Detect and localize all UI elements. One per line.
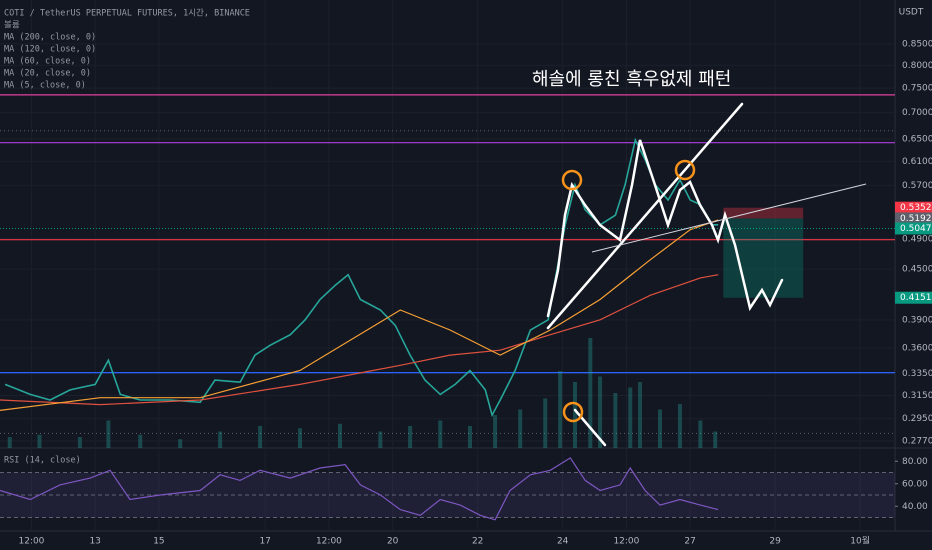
price-label-box	[895, 291, 932, 304]
volume-bar	[677, 404, 682, 448]
chart-title: COTI / TetherUS PERPETUAL FUTURES, 1시간, …	[4, 8, 250, 19]
x-tick-label: 27	[684, 537, 695, 547]
volume-bar	[598, 376, 603, 448]
price-label: 0.53524	[900, 203, 932, 213]
ma-line	[0, 219, 719, 411]
neckline	[591, 183, 867, 253]
legend-entry: MA (5, close, 0)	[4, 81, 86, 91]
y-tick-label: 0.27700	[902, 437, 932, 447]
x-tick-label: 15	[153, 537, 164, 547]
x-tick-label: 12:00	[316, 537, 342, 547]
price-label-box	[895, 212, 932, 225]
x-tick-label: 17	[259, 537, 270, 547]
x-tick-label: 12:00	[613, 537, 639, 547]
rsi-title: RSI (14, close)	[4, 456, 81, 466]
volume-bar	[298, 428, 303, 448]
price-label-box	[895, 201, 932, 214]
legend-entry: MA (20, close, 0)	[4, 69, 91, 79]
rsi-tick-label: 40.00	[902, 502, 928, 512]
volume-bar	[106, 420, 111, 448]
x-tick-label: 24	[557, 537, 569, 547]
x-tick-label: 20	[387, 537, 399, 547]
volume-bar	[337, 423, 342, 448]
volume-bar	[543, 398, 548, 448]
x-tick-label: 10월	[850, 535, 870, 547]
volume-bar	[638, 382, 643, 448]
volume-label: 볼륨	[4, 20, 20, 31]
volume-bar	[698, 420, 703, 448]
x-tick-label: 12:00	[18, 537, 44, 547]
legend-entry: MA (200, close, 0)	[4, 33, 96, 43]
rsi-tick-label: 60.00	[902, 479, 928, 489]
price-axis	[895, 0, 932, 550]
x-tick-label: 13	[89, 537, 100, 547]
price-label: 0.50477	[900, 224, 932, 234]
volume-bar	[218, 431, 223, 448]
price-line	[4, 137, 719, 418]
circle	[561, 169, 583, 191]
currency: USDT	[899, 8, 924, 18]
volume-bar	[572, 382, 577, 448]
x-tick-label: 29	[769, 537, 781, 547]
volume-bar	[77, 437, 82, 448]
stop-zone	[723, 207, 804, 219]
target-zone	[723, 218, 804, 298]
circle	[562, 401, 584, 423]
rsi-tick-label: 80.00	[902, 457, 928, 467]
price-label: 0.51923	[900, 214, 932, 224]
volume-bar	[613, 393, 618, 448]
volume-bar	[518, 409, 523, 448]
x-tick-label: 22	[472, 537, 483, 547]
price-label-box	[895, 222, 932, 235]
volume-bar	[138, 434, 143, 448]
rsi-line	[0, 457, 719, 521]
trend-line	[546, 102, 744, 330]
circle	[674, 159, 696, 181]
volume-bar	[588, 338, 593, 448]
volume-bar	[408, 426, 413, 448]
volume-bar	[438, 420, 443, 448]
annotation: 해솔에 롱친 흑우없제 패턴	[532, 69, 731, 90]
volume-bar	[258, 426, 263, 448]
legend-entry: MA (60, close, 0)	[4, 57, 91, 67]
volume-bar	[468, 426, 473, 448]
pattern-line	[546, 139, 784, 318]
volume-bar	[7, 437, 12, 448]
volume-bar	[493, 415, 498, 448]
volume-bar	[657, 409, 662, 448]
legend-entry: MA (120, close, 0)	[4, 45, 96, 55]
ma-line	[0, 274, 719, 406]
price-label: 0.41512	[900, 293, 932, 303]
volume-bar	[37, 434, 42, 448]
volume-bar	[558, 371, 563, 448]
volume-bar	[713, 431, 718, 448]
volume-bar	[378, 431, 383, 448]
highlight-circles	[561, 159, 696, 423]
volume-bar	[628, 387, 633, 448]
volume-bar	[178, 439, 183, 448]
